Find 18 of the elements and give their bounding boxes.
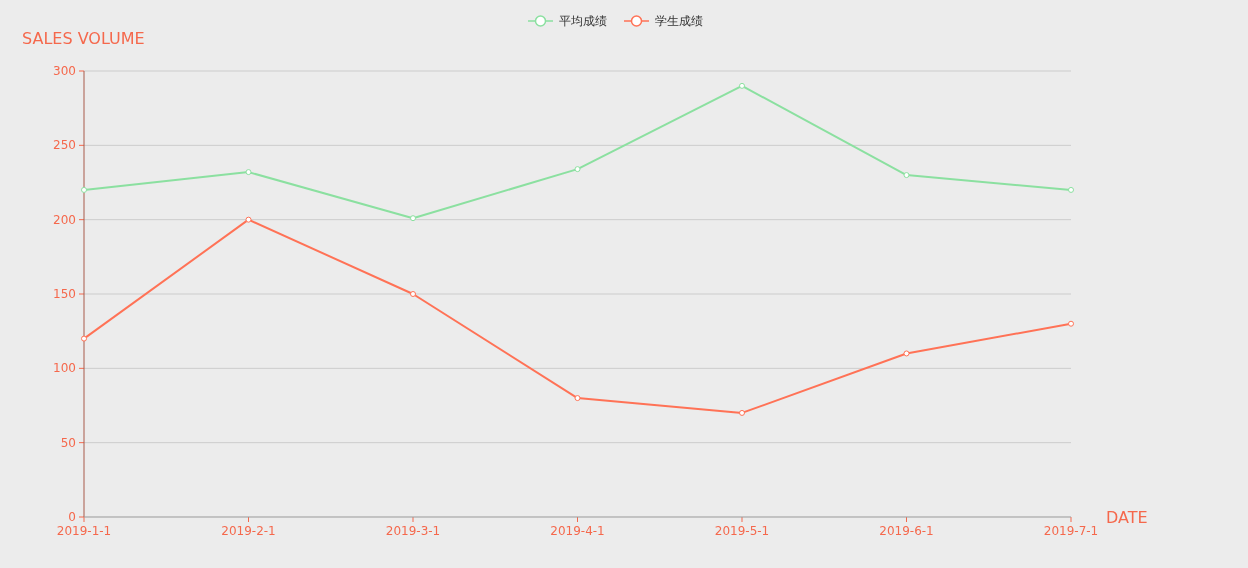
- y-tick-label: 0: [68, 510, 76, 524]
- y-tick-label: 250: [53, 138, 76, 153]
- y-axis-title: SALES VOLUME: [22, 29, 145, 48]
- x-tick-label: 2019-3-1: [385, 524, 441, 538]
- y-tick-label: 300: [53, 64, 76, 78]
- y-tick-label: 50: [60, 435, 76, 450]
- x-tick-label: 2019-5-1: [714, 524, 770, 538]
- x-tick-label: 2019-1-1: [56, 524, 112, 538]
- x-axis-title: DATE: [1106, 508, 1148, 527]
- legend-label: 平均成绩: [559, 14, 607, 28]
- y-tick-label: 100: [53, 361, 76, 376]
- legend-label: 学生成绩: [655, 14, 703, 28]
- x-tick-label: 2019-2-1: [221, 524, 276, 538]
- x-tick-label: 2019-6-1: [879, 524, 934, 538]
- x-tick-label: 2019-7-1: [1043, 524, 1099, 538]
- y-tick-label: 150: [53, 287, 76, 301]
- x-tick-label: 2019-4-1: [550, 524, 605, 538]
- y-tick-label: 200: [53, 212, 76, 227]
